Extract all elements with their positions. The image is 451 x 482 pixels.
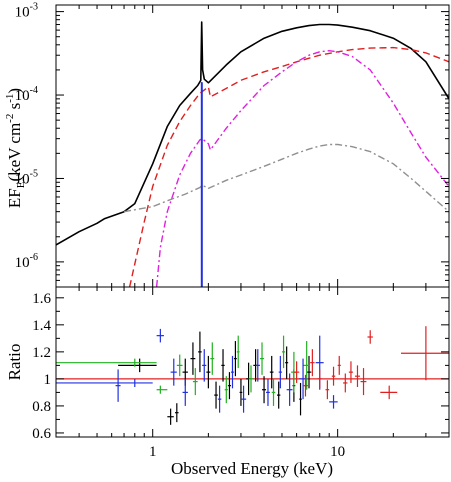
x-tick-label: 1 — [149, 444, 157, 460]
model-curve-0 — [56, 21, 449, 246]
model-curve-2 — [155, 50, 449, 287]
ylabel-main: EF — [5, 188, 24, 208]
top-y-tick-label: 10-3 — [15, 2, 38, 21]
top-y-tick-label: 10-4 — [15, 85, 38, 104]
top-y-tick-label: 10-6 — [15, 252, 38, 271]
bottom-axes: 0.6 0.8 1 1.2 1.4 1.6 1 10 — [32, 287, 450, 460]
model-curve-3 — [123, 143, 449, 213]
bottom-series-group — [56, 326, 449, 425]
top-y-tick-label: 10-5 — [15, 168, 38, 187]
x-tick-label: 10 — [330, 444, 345, 460]
bottom-y-tick-label: 1.6 — [32, 291, 51, 307]
ylabel-end: ) — [5, 88, 24, 94]
ylabel-unit: (keV cm — [5, 123, 24, 182]
top-panel: 10-3 10-4 10-5 10-6 EFE(keV cm-2 s-1) — [4, 2, 450, 288]
bottom-y-tick-label: 1.4 — [32, 318, 51, 334]
ylabel-mid: s — [5, 103, 24, 114]
model-curve-1 — [128, 46, 449, 287]
x-axis-label: Observed Energy (keV) — [171, 459, 333, 478]
top-series-group — [56, 21, 449, 287]
bottom-panel: 0.6 0.8 1 1.2 1.4 1.6 1 10 Ratio Observed Energ… — [5, 286, 450, 478]
bottom-y-tick-label: 0.6 — [32, 426, 51, 442]
bottom-y-tick-label: 1 — [44, 372, 52, 388]
top-axes: 10-3 10-4 10-5 10-6 — [15, 2, 450, 288]
bottom-y-tick-label: 0.8 — [32, 399, 51, 415]
top-y-axis-label: EFE(keV cm-2 s-1) — [4, 88, 27, 208]
bottom-y-axis-label: Ratio — [5, 344, 24, 381]
top-y-axis-label-text: EFE(keV cm-2 s-1) — [4, 88, 27, 208]
top-panel-frame — [55, 4, 450, 288]
bottom-y-tick-label: 1.2 — [32, 345, 51, 361]
top-plot-area — [56, 21, 449, 287]
model-curve-4 — [200, 82, 203, 287]
ylabel-exp1: -2 — [4, 114, 16, 123]
bottom-plot-area — [56, 326, 449, 425]
ylabel-exp2: -1 — [4, 94, 16, 103]
bottom-panel-frame — [55, 286, 450, 438]
ylabel-sub: E — [15, 181, 27, 188]
